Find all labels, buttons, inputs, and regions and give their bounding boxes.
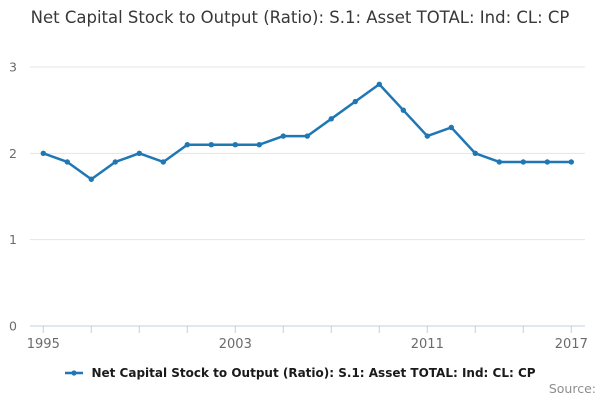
data-point-2005 <box>280 133 286 139</box>
data-point-2013 <box>472 150 478 157</box>
x-tick-label-2011: 2011 <box>411 337 444 352</box>
data-point-2003 <box>232 142 238 148</box>
legend: Net Capital Stock to Output (Ratio): S.1… <box>0 366 600 380</box>
data-point-1998 <box>112 159 119 165</box>
data-point-2006 <box>304 133 310 139</box>
y-tick-label-3: 3 <box>9 60 17 75</box>
data-point-1996 <box>64 159 71 165</box>
data-point-2001 <box>184 142 190 148</box>
x-tick-label-2003: 2003 <box>219 337 252 352</box>
series-line-0 <box>42 83 573 181</box>
y-tick-label-1: 1 <box>9 232 17 247</box>
legend-label: Net Capital Stock to Output (Ratio): S.1… <box>91 366 536 380</box>
data-point-2000 <box>160 159 166 165</box>
data-point-2010 <box>400 107 406 113</box>
data-point-2011 <box>424 133 430 139</box>
data-point-2014 <box>496 159 502 165</box>
data-point-2016 <box>544 159 550 165</box>
line-marker-icon <box>65 370 84 376</box>
data-point-1995 <box>40 150 46 157</box>
data-point-2012 <box>448 124 454 131</box>
data-point-2004 <box>256 142 262 148</box>
chart-title: Net Capital Stock to Output (Ratio): S.1… <box>30 8 570 27</box>
data-point-2017 <box>568 159 574 165</box>
data-point-2002 <box>208 142 214 148</box>
data-point-1999 <box>136 150 142 157</box>
x-tick-label-1995: 1995 <box>27 337 60 352</box>
data-point-2007 <box>328 116 334 122</box>
x-tick-label-2017: 2017 <box>555 337 588 352</box>
y-tick-label-2: 2 <box>9 146 17 161</box>
data-point-1997 <box>88 176 95 182</box>
data-point-2009 <box>376 81 382 87</box>
y-tick-label-0: 0 <box>9 319 17 334</box>
data-point-2008 <box>352 98 358 105</box>
data-point-2015 <box>520 159 526 165</box>
source-label: Source: <box>548 381 596 396</box>
